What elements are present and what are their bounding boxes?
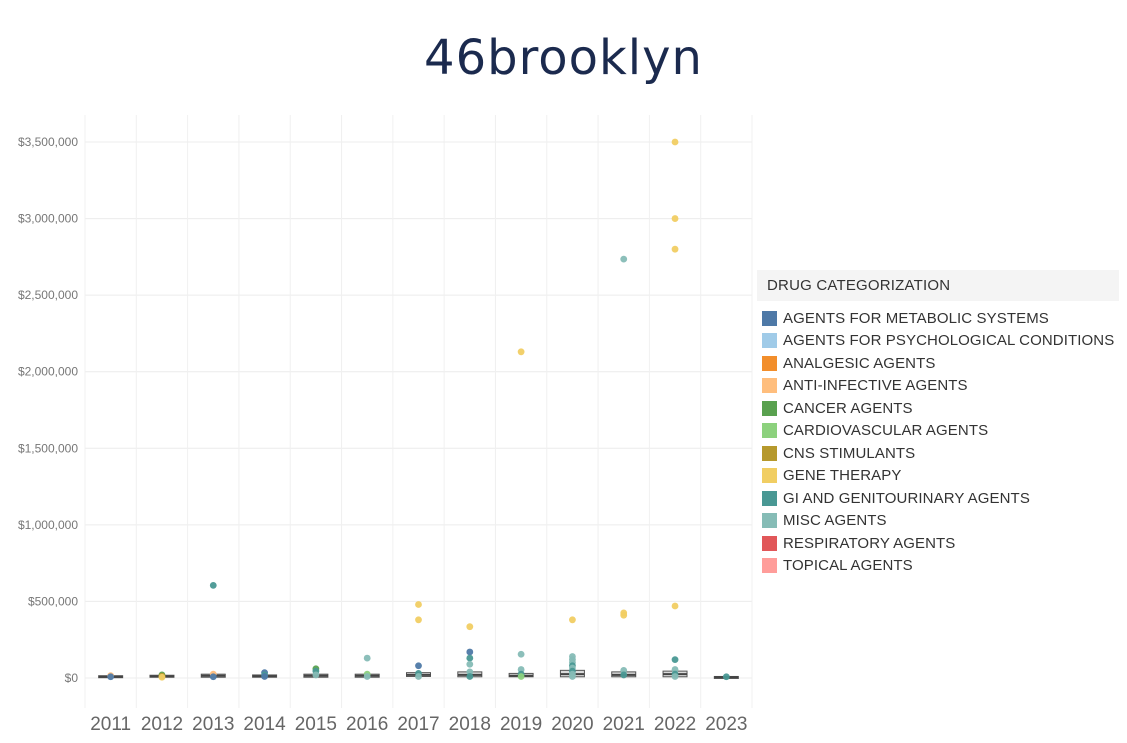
data-point [671,138,679,146]
x-tick-label: 2013 [192,714,234,735]
data-point [363,654,371,662]
legend-item: CNS STIMULANTS [757,442,1119,465]
data-point [312,671,320,679]
data-point [620,255,628,263]
data-point [261,673,268,680]
data-point [107,673,115,681]
data-point [466,660,474,668]
data-point [209,673,217,681]
y-tick-label: $3,500,000 [18,135,78,149]
data-point [466,673,474,680]
brand-logo: 46brooklyn [424,30,703,86]
legend-label: AGENTS FOR PSYCHOLOGICAL CONDITIONS [783,332,1115,350]
y-axis-tick-labels: $0 $500,000 $1,000,000 $1,500,000 $2,000,000… [18,135,78,685]
data-point [363,673,371,680]
legend-label: MISC AGENTS [783,512,887,530]
legend-label: GENE THERAPY [783,467,902,485]
legend-title: DRUG CATEGORIZATION [757,270,1119,301]
data-point [466,654,474,662]
legend-label: TOPICAL AGENTS [783,557,913,575]
legend-swatch [762,558,777,574]
x-tick-label: 2018 [449,714,491,735]
data-points [107,138,730,681]
x-tick-label: 2019 [500,714,542,735]
data-point [671,245,679,253]
x-tick-label: 2014 [243,714,286,735]
legend-swatch [762,355,777,371]
data-point [415,662,422,670]
x-tick-label: 2017 [397,714,439,735]
legend-item: AGENTS FOR PSYCHOLOGICAL CONDITIONS [757,330,1119,353]
legend-list: AGENTS FOR METABOLIC SYSTEMS AGENTS FOR P… [757,307,1119,577]
legend-swatch [762,445,777,461]
x-tick-label: 2020 [551,714,593,735]
y-tick-label: $500,000 [28,594,78,608]
data-point [569,673,576,680]
legend-item: AGENTS FOR METABOLIC SYSTEMS [757,307,1119,330]
x-axis-tick-labels: 2011 2012 2013 2014 2015 2016 2017 2018 2019 2020… [90,714,747,735]
data-point [671,215,679,222]
x-tick-label: 2012 [141,714,183,735]
legend-swatch [762,513,777,529]
x-tick-label: 2022 [654,714,696,735]
legend-item: RESPIRATORY AGENTS [757,532,1119,555]
data-point [517,673,525,680]
legend-swatch [762,400,777,416]
legend-item: ANTI-INFECTIVE AGENTS [757,375,1119,398]
legend-item: CARDIOVASCULAR AGENTS [757,420,1119,443]
legend: DRUG CATEGORIZATION AGENTS FOR METABOLIC… [757,270,1119,577]
y-tick-label: $2,000,000 [18,365,78,379]
data-point [671,673,679,680]
data-point [209,581,217,589]
legend-item: GENE THERAPY [757,465,1119,488]
legend-item: GI AND GENITOURINARY AGENTS [757,487,1119,510]
data-point [671,656,679,664]
legend-item: CANCER AGENTS [757,397,1119,420]
legend-item: MISC AGENTS [757,510,1119,533]
x-tick-label: 2021 [603,714,645,735]
legend-swatch [762,468,777,484]
legend-item: TOPICAL AGENTS [757,555,1119,578]
legend-label: ANALGESIC AGENTS [783,354,936,372]
legend-label: CARDIOVASCULAR AGENTS [783,422,989,440]
legend-label: CNS STIMULANTS [783,444,916,462]
legend-swatch [762,378,777,394]
legend-swatch [762,310,777,326]
x-tick-label: 2015 [295,714,337,735]
legend-label: ANTI-INFECTIVE AGENTS [783,377,968,395]
data-point [415,616,422,624]
x-tick-label: 2016 [346,714,388,735]
data-point [620,611,628,619]
legend-swatch [762,423,777,439]
y-tick-label: $1,500,000 [18,441,78,455]
legend-swatch [762,535,777,551]
legend-swatch [762,490,777,506]
legend-label: RESPIRATORY AGENTS [783,534,956,552]
data-point [722,673,730,681]
gridlines [84,115,753,708]
data-point [517,348,525,356]
data-point [415,673,422,680]
data-point [620,671,628,679]
x-tick-label: 2023 [705,714,747,735]
y-tick-label: $3,000,000 [18,212,78,226]
legend-label: CANCER AGENTS [783,399,913,417]
data-point [415,601,422,608]
legend-swatch [762,333,777,349]
data-point [569,616,576,624]
y-tick-label: $2,500,000 [18,288,78,302]
data-point [671,602,679,610]
legend-label: GI AND GENITOURINARY AGENTS [783,489,1030,507]
y-tick-label: $0 [65,671,79,685]
y-tick-label: $1,000,000 [18,518,78,532]
data-point [158,673,166,681]
data-point [517,650,525,658]
data-point [466,648,474,656]
legend-item: ANALGESIC AGENTS [757,352,1119,375]
x-tick-label: 2011 [90,714,131,735]
data-point [466,623,474,631]
legend-label: AGENTS FOR METABOLIC SYSTEMS [783,309,1049,327]
